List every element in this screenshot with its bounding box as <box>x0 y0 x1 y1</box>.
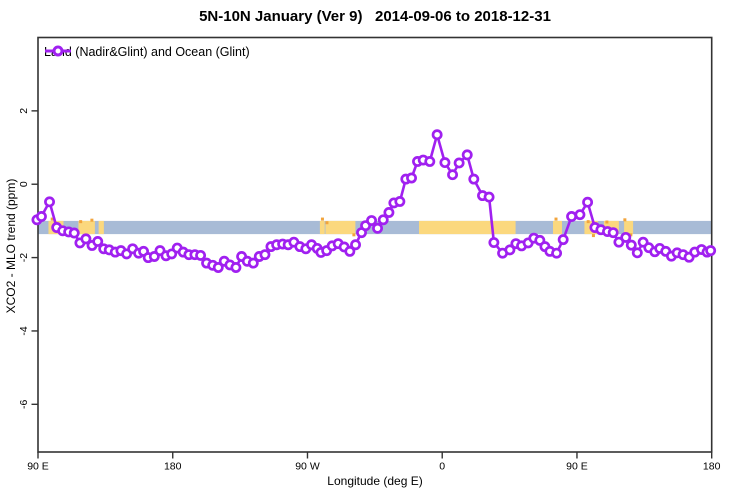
data-point-marker <box>613 236 625 248</box>
map-band-land-patch <box>553 220 562 235</box>
x-axis-tick-label: 0 <box>439 461 445 473</box>
x-axis-tick-label: 90 W <box>295 461 320 473</box>
map-band-speck <box>586 220 590 224</box>
y-axis-tick-label: 0 <box>18 181 30 187</box>
y-axis-tick-label: 2 <box>18 108 30 114</box>
data-point-marker <box>259 249 271 261</box>
data-point-marker <box>631 247 643 259</box>
map-band-land-patch <box>98 220 104 235</box>
data-point-marker <box>344 245 356 257</box>
data-point-marker <box>468 173 480 185</box>
data-line <box>35 133 713 269</box>
data-point-marker <box>620 231 632 243</box>
data-point-marker <box>504 244 516 256</box>
map-band-speck <box>591 234 595 238</box>
data-point-marker <box>488 237 500 248</box>
data-point-marker <box>92 235 104 247</box>
y-axis-tick-label: -4 <box>18 326 30 335</box>
x-axis-tick-label: 180 <box>164 461 182 473</box>
map-band-speck <box>79 220 83 224</box>
map-band-land-patch <box>419 220 516 235</box>
y-axis-title: XCO2 - MLO trend (ppm) <box>4 178 18 314</box>
x-axis-title: Longitude (deg E) <box>327 474 423 488</box>
map-band-land-patch <box>325 220 356 235</box>
map-band-land-patch <box>319 220 325 235</box>
map-band-speck <box>623 218 627 222</box>
data-point-marker <box>625 239 637 251</box>
data-point-marker <box>447 169 459 181</box>
y-axis-tick-label: -6 <box>18 399 30 408</box>
map-band-speck <box>90 218 94 222</box>
data-point-marker <box>439 157 451 169</box>
plot-box <box>37 36 713 453</box>
data-point-marker <box>35 211 47 222</box>
data-point-marker <box>483 191 495 203</box>
data-point-marker <box>607 227 619 239</box>
map-band-speck <box>554 217 558 221</box>
x-axis-tick-label: 90 E <box>27 461 49 473</box>
data-point-marker <box>431 129 443 141</box>
data-point-marker <box>230 262 242 273</box>
data-point-marker <box>574 209 586 221</box>
data-point-marker <box>551 247 563 259</box>
data-point-marker <box>566 211 578 222</box>
data-point-marker <box>406 172 417 184</box>
x-axis-tick-label: 90 E <box>566 461 588 473</box>
map-band-speck <box>605 220 609 224</box>
data-point-marker <box>247 257 259 269</box>
data-point-marker <box>68 227 80 239</box>
x-axis-tick-label: 180 <box>703 461 721 473</box>
data-point-marker <box>424 156 436 167</box>
map-band-speck <box>629 233 633 237</box>
legend-label: Land (Nadir&Glint) and Ocean (Glint) <box>44 45 250 59</box>
data-point-marker <box>394 196 406 207</box>
chart-title: 5N-10N January (Ver 9) 2014-09-06 to 201… <box>199 8 551 25</box>
map-band-speck <box>352 233 356 237</box>
data-point-marker <box>582 196 594 208</box>
data-point-marker <box>44 196 55 208</box>
map-band-land-patch <box>624 220 634 235</box>
legend-line-marker-icon <box>45 45 71 57</box>
data-point-marker <box>195 249 207 261</box>
data-point-marker <box>350 239 361 251</box>
data-point-marker <box>80 233 92 245</box>
map-band-land-patch <box>78 220 95 235</box>
data-point-marker <box>366 215 378 226</box>
data-point-marker <box>212 262 224 273</box>
data-point-marker <box>705 245 717 257</box>
map-band-speck <box>325 221 329 225</box>
map-band-speck <box>50 217 54 221</box>
y-axis-tick-label: -2 <box>18 253 30 262</box>
data-point-marker <box>461 149 473 161</box>
legend: Land (Nadir&Glint) and Ocean (Glint) <box>44 45 250 59</box>
data-point-marker <box>453 157 465 169</box>
data-point-marker <box>377 214 389 226</box>
map-band-speck <box>320 217 324 221</box>
data-point-marker <box>557 234 569 246</box>
data-point-marker <box>383 207 395 218</box>
data-point-marker <box>372 222 383 234</box>
